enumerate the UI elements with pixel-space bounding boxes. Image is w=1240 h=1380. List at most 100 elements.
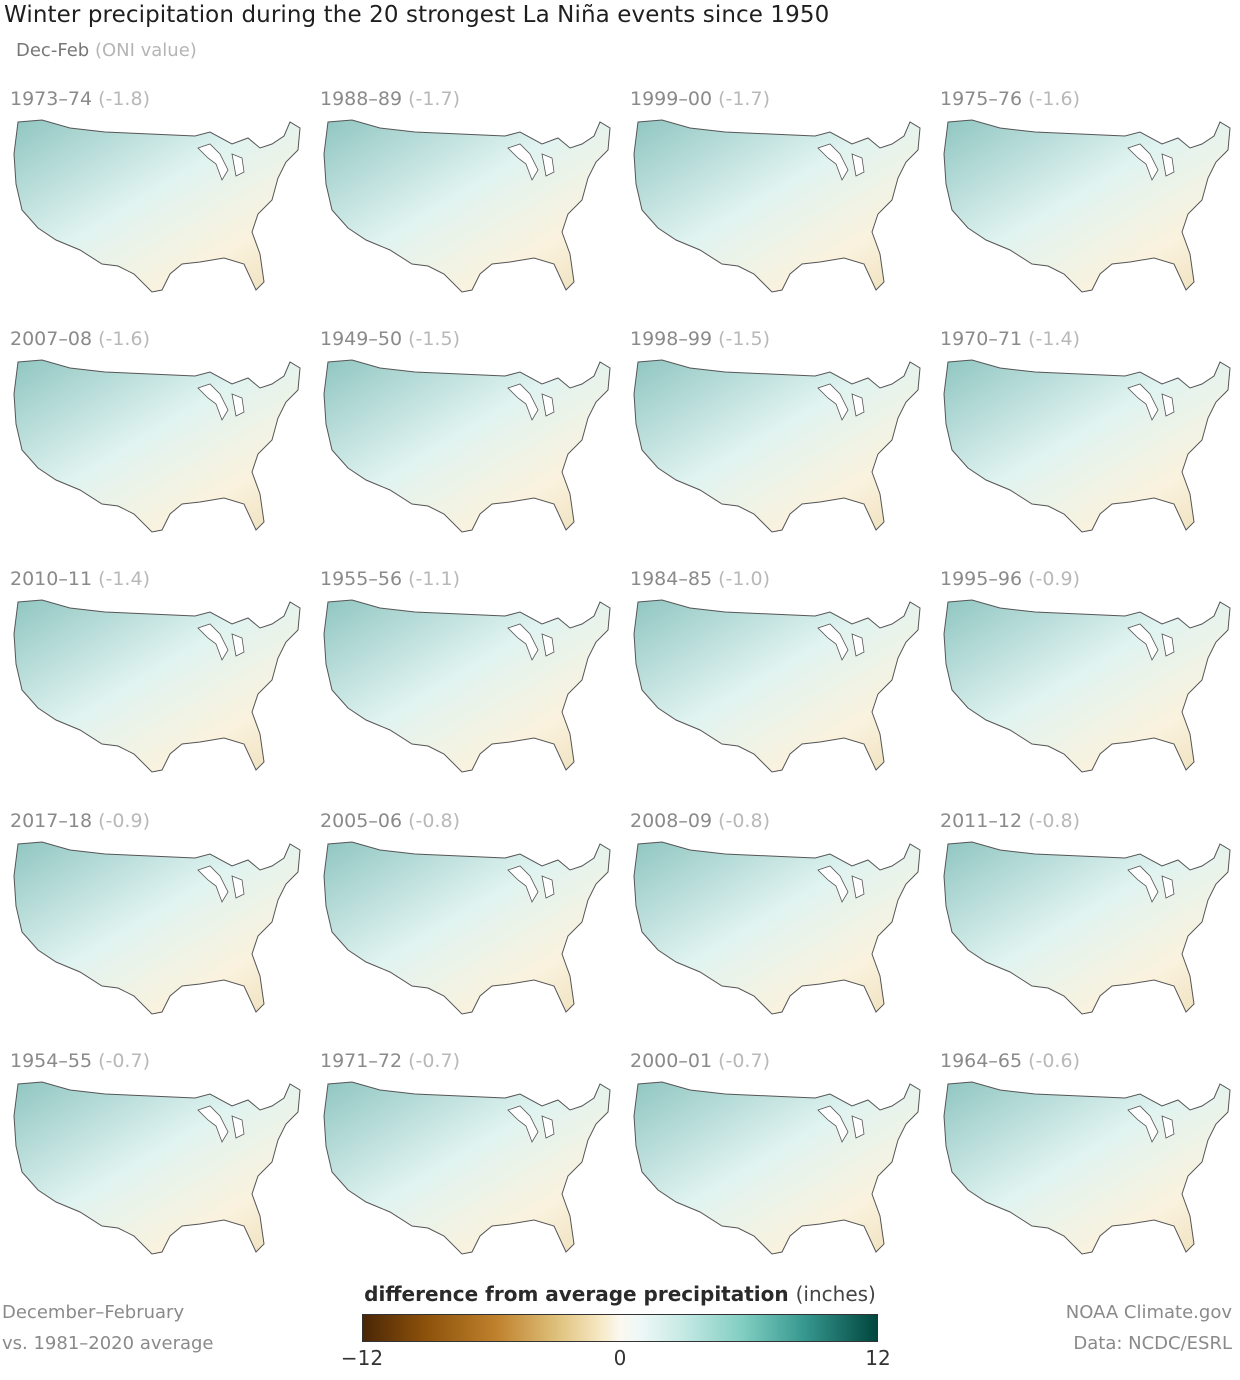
great-lakes bbox=[507, 383, 555, 421]
us-outline bbox=[323, 359, 611, 533]
panel-years: 1955–56 bbox=[320, 568, 403, 590]
panel-label: 1975–76 (-1.6) bbox=[940, 88, 1080, 110]
precipitation-map bbox=[13, 1081, 301, 1255]
legend-title: difference from average precipitation (i… bbox=[360, 1282, 880, 1306]
panel-label: 2008–09 (-0.8) bbox=[630, 810, 770, 832]
panel-oni-value: (-0.8) bbox=[1028, 810, 1080, 832]
map-panel: 2011–12 (-0.8) bbox=[940, 806, 1240, 1036]
panel-years: 2000–01 bbox=[630, 1050, 713, 1072]
legend-max-label: 12 bbox=[865, 1346, 891, 1370]
legend-unit: (inches) bbox=[795, 1282, 876, 1306]
precipitation-map bbox=[633, 599, 921, 773]
map-panel: 1955–56 (-1.1) bbox=[320, 564, 620, 794]
footer-credit-line2: Data: NCDC/ESRL bbox=[1073, 1333, 1232, 1354]
panel-years: 1984–85 bbox=[630, 568, 713, 590]
panel-label: 1999–00 (-1.7) bbox=[630, 88, 770, 110]
precipitation-map bbox=[633, 119, 921, 293]
panel-label: 1973–74 (-1.8) bbox=[10, 88, 150, 110]
panel-label: 2010–11 (-1.4) bbox=[10, 568, 150, 590]
panel-oni-value: (-1.4) bbox=[98, 568, 150, 590]
great-lakes bbox=[1127, 1105, 1175, 1143]
great-lakes bbox=[817, 865, 865, 903]
panel-years: 1998–99 bbox=[630, 328, 713, 350]
precipitation-map bbox=[323, 599, 611, 773]
map-panel: 1954–55 (-0.7) bbox=[10, 1046, 310, 1276]
great-lakes bbox=[817, 1105, 865, 1143]
us-outline bbox=[13, 1081, 301, 1255]
map-panel: 1973–74 (-1.8) bbox=[10, 84, 310, 314]
panel-label: 1964–65 (-0.6) bbox=[940, 1050, 1080, 1072]
great-lakes bbox=[197, 383, 245, 421]
precipitation-map bbox=[943, 1081, 1231, 1255]
precipitation-map bbox=[323, 359, 611, 533]
map-panel: 1995–96 (-0.9) bbox=[940, 564, 1240, 794]
panel-oni-value: (-1.5) bbox=[718, 328, 770, 350]
panel-oni-value: (-1.8) bbox=[98, 88, 150, 110]
us-outline bbox=[323, 599, 611, 773]
map-panel: 1988–89 (-1.7) bbox=[320, 84, 620, 314]
map-panel: 2007–08 (-1.6) bbox=[10, 324, 310, 554]
great-lakes bbox=[507, 623, 555, 661]
precipitation-map bbox=[13, 841, 301, 1015]
panel-years: 1970–71 bbox=[940, 328, 1023, 350]
panel-oni-value: (-1.4) bbox=[1028, 328, 1080, 350]
panel-oni-value: (-1.6) bbox=[1028, 88, 1080, 110]
footer-period-line2: vs. 1981–2020 average bbox=[2, 1333, 214, 1354]
us-outline bbox=[323, 119, 611, 293]
map-panel: 1964–65 (-0.6) bbox=[940, 1046, 1240, 1276]
us-outline bbox=[323, 1081, 611, 1255]
panel-oni-value: (-1.7) bbox=[718, 88, 770, 110]
map-panel: 1949–50 (-1.5) bbox=[320, 324, 620, 554]
panel-label: 1955–56 (-1.1) bbox=[320, 568, 460, 590]
us-outline bbox=[633, 119, 921, 293]
us-outline bbox=[943, 841, 1231, 1015]
us-outline bbox=[323, 841, 611, 1015]
panel-label: 1954–55 (-0.7) bbox=[10, 1050, 150, 1072]
panel-oni-value: (-1.0) bbox=[718, 568, 770, 590]
great-lakes bbox=[197, 865, 245, 903]
panel-years: 2010–11 bbox=[10, 568, 93, 590]
great-lakes bbox=[507, 865, 555, 903]
legend-title-text: difference from average precipitation bbox=[364, 1282, 789, 1306]
us-outline bbox=[943, 599, 1231, 773]
us-outline bbox=[13, 599, 301, 773]
panel-years: 1964–65 bbox=[940, 1050, 1023, 1072]
us-outline bbox=[13, 841, 301, 1015]
map-panel: 2010–11 (-1.4) bbox=[10, 564, 310, 794]
panel-label: 1998–99 (-1.5) bbox=[630, 328, 770, 350]
page-subtitle: Dec-Feb (ONI value) bbox=[16, 40, 197, 61]
panel-label: 2011–12 (-0.8) bbox=[940, 810, 1080, 832]
panel-oni-value: (-0.9) bbox=[98, 810, 150, 832]
panel-label: 2005–06 (-0.8) bbox=[320, 810, 460, 832]
map-panel: 1970–71 (-1.4) bbox=[940, 324, 1240, 554]
precipitation-map bbox=[943, 599, 1231, 773]
precipitation-map bbox=[323, 1081, 611, 1255]
panel-years: 1949–50 bbox=[320, 328, 403, 350]
great-lakes bbox=[507, 1105, 555, 1143]
footer-credits: NOAA Climate.gov Data: NCDC/ESRL bbox=[1066, 1297, 1232, 1359]
great-lakes bbox=[1127, 143, 1175, 181]
panel-oni-value: (-1.6) bbox=[98, 328, 150, 350]
footer-credit-line1: NOAA Climate.gov bbox=[1065, 1302, 1232, 1323]
us-outline bbox=[943, 359, 1231, 533]
panel-oni-value: (-0.9) bbox=[1028, 568, 1080, 590]
panel-label: 2007–08 (-1.6) bbox=[10, 328, 150, 350]
us-outline bbox=[13, 119, 301, 293]
panel-years: 1995–96 bbox=[940, 568, 1023, 590]
panel-label: 1949–50 (-1.5) bbox=[320, 328, 460, 350]
map-panel: 1999–00 (-1.7) bbox=[630, 84, 930, 314]
us-outline bbox=[943, 1081, 1231, 1255]
precipitation-map bbox=[633, 841, 921, 1015]
great-lakes bbox=[1127, 383, 1175, 421]
panel-years: 1999–00 bbox=[630, 88, 713, 110]
panel-label: 1988–89 (-1.7) bbox=[320, 88, 460, 110]
panel-oni-value: (-0.8) bbox=[718, 810, 770, 832]
panel-label: 2000–01 (-0.7) bbox=[630, 1050, 770, 1072]
us-outline bbox=[13, 359, 301, 533]
panel-oni-value: (-0.8) bbox=[408, 810, 460, 832]
panel-years: 1988–89 bbox=[320, 88, 403, 110]
subtitle-season: Dec-Feb bbox=[16, 40, 90, 61]
panel-oni-value: (-0.7) bbox=[718, 1050, 770, 1072]
great-lakes bbox=[1127, 865, 1175, 903]
map-panel: 1975–76 (-1.6) bbox=[940, 84, 1240, 314]
